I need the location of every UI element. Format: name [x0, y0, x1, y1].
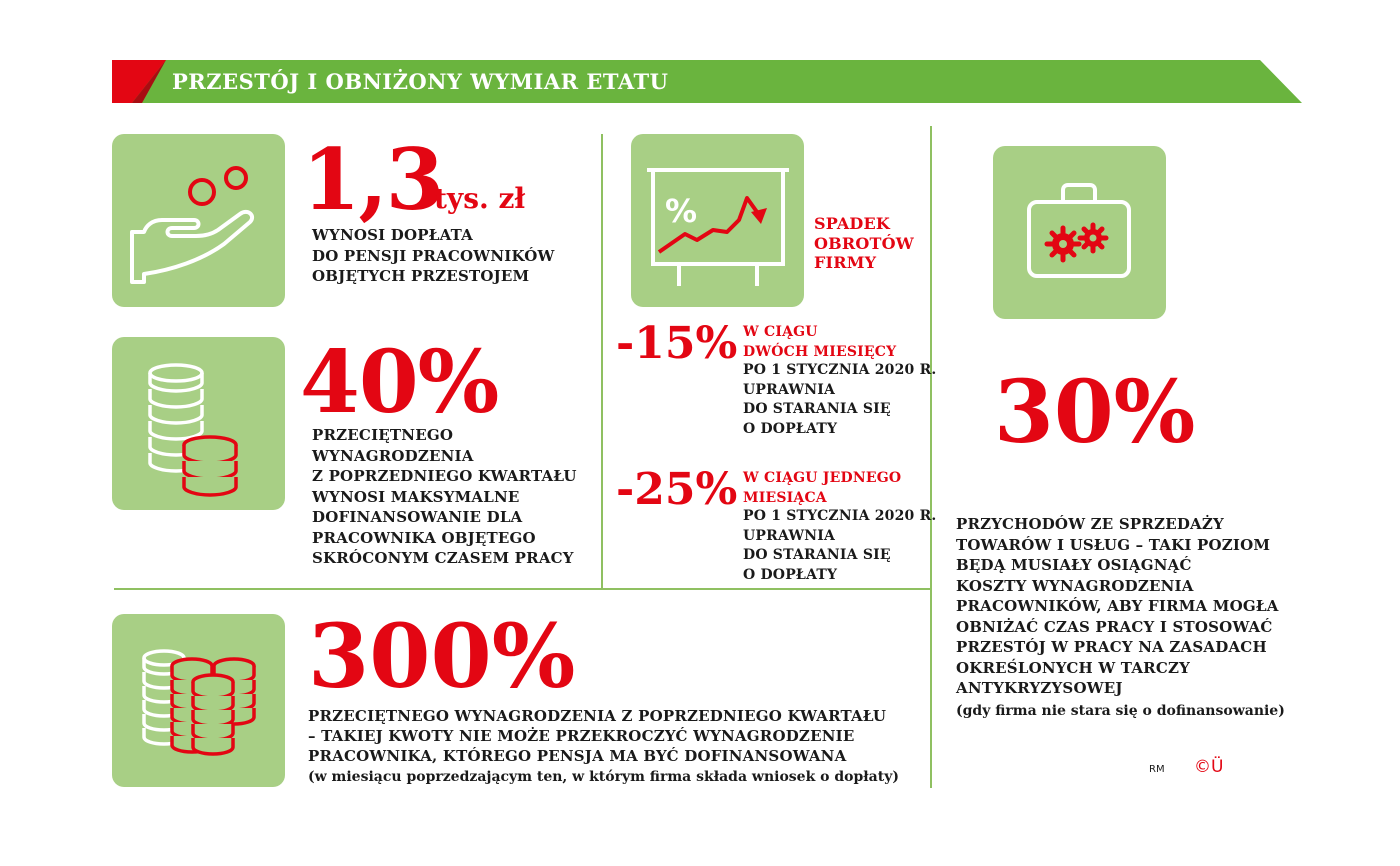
divider-horizontal [114, 588, 930, 590]
hand-coins-icon [130, 166, 255, 284]
stat-value-15: -15% [616, 318, 738, 369]
stat-value-maks-kwota: 300% [308, 604, 576, 708]
item2-red-desc: W CIĄGU JEDNEGO MIESIĄCA [743, 470, 902, 506]
tile-many-coin-stacks [112, 614, 285, 787]
stat-desc-dopłata: WYNOSI DOPŁATA DO PENSJI PRACOWNIKÓW OBJĘT… [312, 226, 555, 285]
stat-value-dofinansowanie: 40% [300, 332, 499, 433]
spadek-label: SPADEK OBROTÓW FIRMY [814, 214, 914, 272]
coin-stacks-icon [148, 363, 238, 497]
stat-unit-dopłata: tys. zł [434, 182, 526, 215]
stat-value-przychody: 30% [994, 362, 1196, 463]
tile-percent-chart: % [631, 134, 804, 307]
svg-text:%: % [665, 192, 697, 230]
author-credit: RM [1149, 764, 1165, 775]
header-banner [112, 60, 1302, 103]
tile-briefcase [993, 146, 1166, 319]
stat-value-dopłata: 1,3 [302, 130, 444, 229]
stat-desc-maks-kwota: PRZECIĘTNEGO WYNAGRODZENIA Z POPRZEDNIEG… [308, 707, 887, 765]
many-coin-stacks-icon [142, 649, 256, 756]
stat-desc-przychody: PRZYCHODÓW ZE SPRZEDAŻY TOWARÓW I USŁUG –… [956, 515, 1279, 697]
percent-chart-board-icon: % [647, 168, 789, 286]
item1-desc: PO 1 STYCZNIA 2020 R. UPRAWNIA DO STARANIA… [743, 362, 937, 437]
divider-vertical-2 [930, 126, 932, 788]
item1-red-desc: W CIĄGU DWÓCH MIESIĘCY [743, 324, 897, 360]
briefcase-gears-icon [1027, 183, 1131, 278]
note-maks-kwota: (w miesiącu poprzedzającym ten, w którym… [308, 769, 899, 785]
divider-vertical-1 [601, 134, 603, 588]
page-title: PRZESTÓJ I OBNIŻONY WYMIAR ETATU [172, 69, 669, 94]
stat-value-25: -25% [616, 464, 738, 515]
tile-hand-coins [112, 134, 285, 307]
tile-coin-stacks [112, 337, 285, 510]
note-przychody: (gdy firma nie stara się o dofinansowani… [956, 703, 1285, 719]
publisher-logo: ©Ü [1194, 757, 1224, 777]
item2-desc: PO 1 STYCZNIA 2020 R. UPRAWNIA DO STARANIA… [743, 508, 937, 583]
stat-desc-dofinansowanie: PRZECIĘTNEGO WYNAGRODZENIA Z POPRZEDNIEGO … [312, 426, 577, 567]
